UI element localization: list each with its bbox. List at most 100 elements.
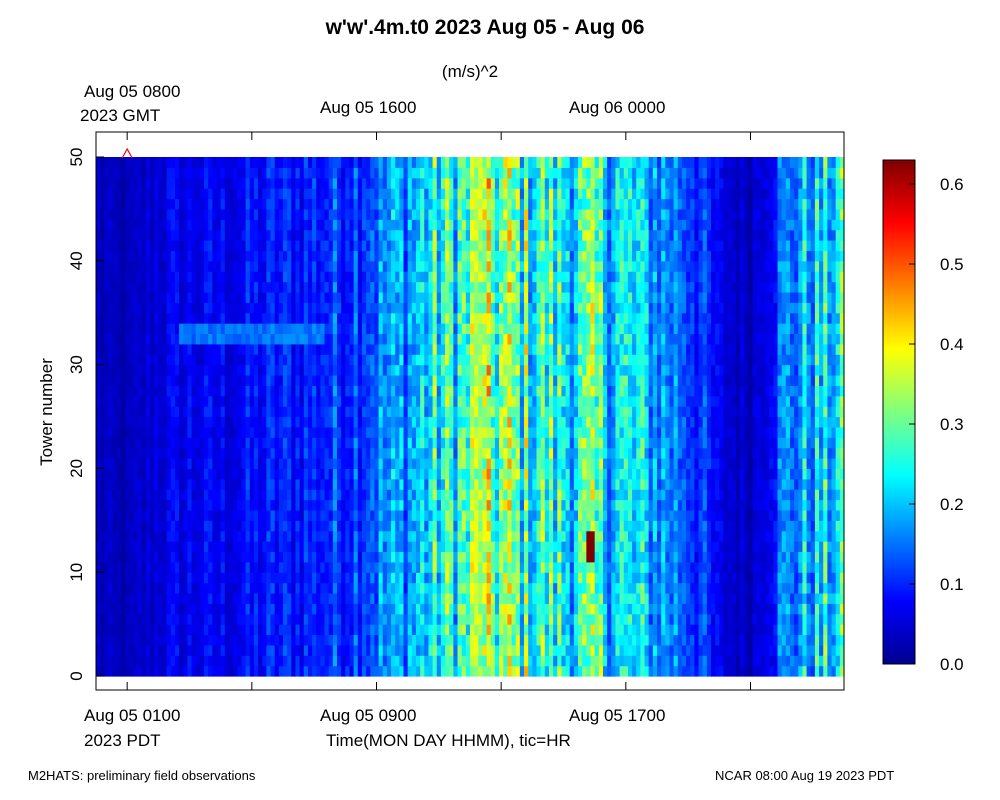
heatmap-cell bbox=[208, 323, 213, 335]
heatmap-cell bbox=[424, 167, 430, 179]
heatmap-cell bbox=[503, 520, 508, 532]
heatmap-cell bbox=[116, 395, 122, 407]
heatmap-cell bbox=[191, 250, 197, 262]
heatmap-cell bbox=[133, 530, 139, 542]
heatmap-cell bbox=[125, 655, 130, 667]
heatmap-cell bbox=[341, 520, 346, 532]
heatmap-cell bbox=[382, 489, 388, 501]
heatmap-cell bbox=[237, 458, 243, 469]
heatmap-cell bbox=[457, 343, 463, 355]
heatmap-cell bbox=[461, 541, 467, 553]
heatmap-cell bbox=[174, 426, 180, 438]
heatmap-cell bbox=[378, 572, 384, 584]
heatmap-cell bbox=[449, 572, 454, 584]
heatmap-cell bbox=[299, 343, 305, 355]
heatmap-cell bbox=[337, 478, 342, 490]
heatmap-cell bbox=[457, 520, 463, 532]
heatmap-cell bbox=[112, 271, 118, 283]
heatmap-cell bbox=[386, 157, 392, 168]
heatmap-cell bbox=[208, 530, 213, 542]
heatmap-cell bbox=[353, 406, 359, 418]
heatmap-cell bbox=[499, 603, 504, 615]
heatmap-cell bbox=[249, 644, 255, 656]
heatmap-cell bbox=[241, 385, 247, 397]
heatmap-cell bbox=[191, 323, 197, 335]
heatmap-cell bbox=[274, 530, 280, 542]
heatmap-cell bbox=[278, 157, 284, 168]
heatmap-cell bbox=[295, 509, 301, 521]
heatmap-cell bbox=[262, 624, 267, 636]
heatmap-cell bbox=[374, 157, 380, 168]
heatmap-cell bbox=[262, 406, 267, 418]
heatmap-cell bbox=[112, 665, 118, 677]
heatmap-cell bbox=[133, 468, 139, 480]
heatmap-cell bbox=[307, 613, 313, 625]
heatmap-cell bbox=[420, 260, 425, 272]
heatmap-cell bbox=[366, 157, 371, 168]
heatmap-cell bbox=[453, 582, 459, 594]
heatmap-cell bbox=[278, 250, 284, 262]
heatmap-cell bbox=[224, 177, 230, 189]
heatmap-cell bbox=[307, 416, 313, 428]
heatmap-cell bbox=[386, 592, 392, 604]
heatmap-cell bbox=[440, 499, 446, 511]
heatmap-cell bbox=[440, 260, 446, 272]
heatmap-cell bbox=[453, 333, 459, 345]
heatmap-cell bbox=[494, 333, 500, 345]
heatmap-cell bbox=[482, 177, 488, 189]
heatmap-cell bbox=[195, 561, 201, 573]
heatmap-cell bbox=[337, 312, 342, 324]
heatmap-cell bbox=[199, 426, 205, 438]
heatmap-cell bbox=[191, 188, 197, 200]
heatmap-cell bbox=[195, 603, 201, 615]
heatmap-cell bbox=[332, 250, 338, 262]
heatmap-cell bbox=[133, 188, 139, 200]
heatmap-cell bbox=[374, 385, 380, 397]
heatmap-cell bbox=[179, 416, 184, 428]
heatmap-cell bbox=[361, 530, 367, 542]
heatmap-cell bbox=[411, 250, 417, 262]
heatmap-cell bbox=[503, 333, 508, 345]
heatmap-cell bbox=[291, 395, 297, 407]
heatmap-cell bbox=[366, 374, 371, 386]
heatmap-cell bbox=[162, 157, 168, 168]
heatmap-cell bbox=[158, 478, 164, 490]
heatmap-cell bbox=[224, 406, 230, 418]
heatmap-cell bbox=[204, 478, 209, 490]
heatmap-cell bbox=[457, 281, 463, 293]
heatmap-cell bbox=[357, 333, 363, 345]
heatmap-cell bbox=[449, 603, 454, 615]
heatmap-cell bbox=[461, 240, 467, 252]
heatmap-cell bbox=[378, 395, 384, 407]
heatmap-cell bbox=[129, 208, 134, 220]
heatmap-cell bbox=[428, 333, 434, 345]
heatmap-cell bbox=[141, 603, 147, 615]
heatmap-cell bbox=[295, 468, 301, 480]
heatmap-cell bbox=[187, 354, 193, 366]
heatmap-cell bbox=[199, 219, 205, 231]
heatmap-cell bbox=[249, 655, 255, 667]
heatmap-cell bbox=[108, 208, 114, 220]
heatmap-cell bbox=[478, 530, 484, 542]
heatmap-cell bbox=[428, 530, 434, 542]
heatmap-cell bbox=[195, 385, 201, 397]
heatmap-cell bbox=[494, 416, 500, 428]
heatmap-cell bbox=[345, 177, 351, 189]
heatmap-cell bbox=[499, 665, 504, 677]
heatmap-cell bbox=[303, 260, 309, 272]
heatmap-cell bbox=[262, 354, 267, 366]
heatmap-cell bbox=[324, 374, 330, 386]
heatmap-cell bbox=[224, 343, 230, 355]
heatmap-cell bbox=[262, 385, 267, 397]
heatmap-cell bbox=[337, 271, 342, 283]
heatmap-cell bbox=[174, 561, 180, 573]
heatmap-cell bbox=[353, 177, 359, 189]
heatmap-cell bbox=[303, 323, 309, 335]
heatmap-cell bbox=[395, 572, 400, 584]
heatmap-cell bbox=[453, 157, 459, 168]
heatmap-cell bbox=[108, 416, 114, 428]
heatmap-cell bbox=[353, 302, 359, 314]
heatmap-cell bbox=[449, 250, 454, 262]
heatmap-cell bbox=[137, 198, 143, 210]
heatmap-cell bbox=[216, 250, 222, 262]
